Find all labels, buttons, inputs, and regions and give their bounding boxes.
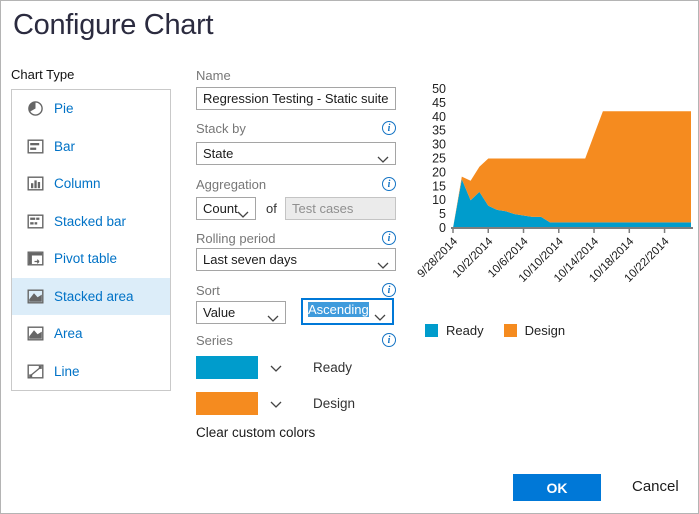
chart-type-item-label: Area: [54, 326, 83, 342]
chevron-down-icon: [374, 309, 386, 324]
y-axis-tick-label: 10: [432, 193, 446, 207]
stack-by-label: Stack by: [196, 120, 246, 136]
area-series-ready: [453, 179, 691, 228]
y-axis-tick-label: 45: [432, 96, 446, 110]
chart-type-item-label: Pie: [54, 101, 74, 117]
chart-type-item-label: Pivot table: [54, 251, 118, 267]
y-axis-tick-label: 20: [432, 165, 446, 179]
stack-by-select[interactable]: State: [196, 142, 396, 165]
series-row-design: Design: [196, 392, 355, 415]
chart-type-item-bar[interactable]: Bar: [12, 128, 170, 166]
chart-preview: 051015202530354045509/28/201410/2/201410…: [415, 82, 693, 285]
series-color-swatch[interactable]: [196, 392, 258, 415]
pivot-table-icon: [27, 250, 44, 267]
chevron-down-icon: [377, 257, 389, 271]
y-axis-tick-label: 35: [432, 124, 446, 138]
series-name-label: Ready: [313, 360, 353, 375]
rolling-period-label: Rolling period: [196, 230, 276, 246]
stack-by-info-icon[interactable]: i: [382, 121, 396, 135]
y-axis-tick-label: 40: [432, 110, 446, 124]
chevron-down-icon[interactable]: [270, 395, 282, 413]
aggregation-field-input: [285, 197, 396, 220]
chevron-down-icon: [377, 151, 389, 165]
stacked-area-icon: [27, 288, 44, 305]
legend-swatch: [425, 324, 438, 337]
chart-type-item-line[interactable]: Line: [12, 353, 170, 391]
chart-type-item-pivot-table[interactable]: Pivot table: [12, 240, 170, 278]
bar-icon: [27, 138, 44, 155]
aggregation-select[interactable]: Count: [196, 197, 256, 220]
rolling-period-info-icon[interactable]: i: [382, 231, 396, 245]
y-axis-tick-label: 25: [432, 152, 446, 166]
y-axis-tick-label: 0: [439, 221, 446, 235]
chevron-down-icon: [267, 310, 279, 324]
sort-field-select[interactable]: Value: [196, 301, 286, 324]
chevron-down-icon: [237, 206, 249, 220]
legend-item-design: Design: [503, 323, 566, 338]
aggregation-value: Count: [203, 201, 238, 216]
area-series-design: [453, 111, 691, 228]
chart-type-item-area[interactable]: Area: [12, 315, 170, 353]
sort-direction-value: Ascending: [308, 302, 369, 317]
name-input[interactable]: [196, 87, 396, 110]
sort-field-value: Value: [203, 305, 236, 320]
sort-info-icon[interactable]: i: [382, 283, 396, 297]
legend-label: Design: [524, 323, 566, 338]
chart-type-item-label: Bar: [54, 138, 76, 154]
chart-type-item-label: Line: [54, 363, 80, 379]
series-color-swatch[interactable]: [196, 356, 258, 379]
ok-button[interactable]: OK: [513, 474, 601, 501]
y-axis-tick-label: 5: [439, 207, 446, 221]
aggregation-of-label: of: [266, 201, 277, 216]
stack-by-value: State: [203, 146, 234, 161]
clear-custom-colors-link[interactable]: Clear custom colors: [196, 425, 316, 440]
stacked-bar-icon: [27, 213, 44, 230]
y-axis-tick-label: 50: [432, 82, 446, 96]
rolling-period-select[interactable]: Last seven days: [196, 248, 396, 271]
series-name-label: Design: [313, 396, 356, 411]
column-icon: [27, 175, 44, 192]
legend-label: Ready: [446, 323, 484, 338]
series-row-ready: Ready: [196, 356, 352, 379]
sort-direction-select[interactable]: Ascending: [301, 298, 394, 325]
chart-type-item-label: Column: [54, 176, 101, 192]
series-info-icon[interactable]: i: [382, 333, 396, 347]
aggregation-info-icon[interactable]: i: [382, 177, 396, 191]
legend-swatch: [503, 324, 517, 337]
chart-type-item-stacked-bar[interactable]: Stacked bar: [12, 203, 170, 241]
chart-legend: Ready Design: [425, 323, 565, 338]
chart-type-heading: Chart Type: [11, 67, 75, 82]
name-label: Name: [196, 67, 231, 83]
series-label: Series: [196, 332, 233, 348]
pie-icon: [27, 100, 44, 117]
chart-type-item-stacked-area[interactable]: Stacked area: [12, 277, 170, 315]
chart-type-item-column[interactable]: Column: [12, 165, 170, 203]
y-axis-tick-label: 15: [432, 179, 446, 193]
y-axis-tick-label: 30: [432, 138, 446, 152]
area-icon: [27, 325, 44, 342]
aggregation-label: Aggregation: [196, 176, 267, 192]
line-icon: [27, 363, 44, 380]
chart-type-item-pie[interactable]: Pie: [12, 90, 170, 128]
chart-type-item-label: Stacked area: [54, 288, 134, 304]
dialog-title: Configure Chart: [13, 9, 214, 41]
chart-type-item-label: Stacked bar: [54, 213, 127, 229]
chart-type-list: Pie Bar Column Stacked bar Pivot table Stacke…: [11, 89, 171, 391]
chevron-down-icon[interactable]: [270, 359, 282, 377]
sort-label: Sort: [196, 282, 220, 298]
cancel-button[interactable]: Cancel: [632, 478, 679, 495]
rolling-period-value: Last seven days: [203, 252, 297, 267]
legend-item-ready: Ready: [425, 323, 484, 338]
